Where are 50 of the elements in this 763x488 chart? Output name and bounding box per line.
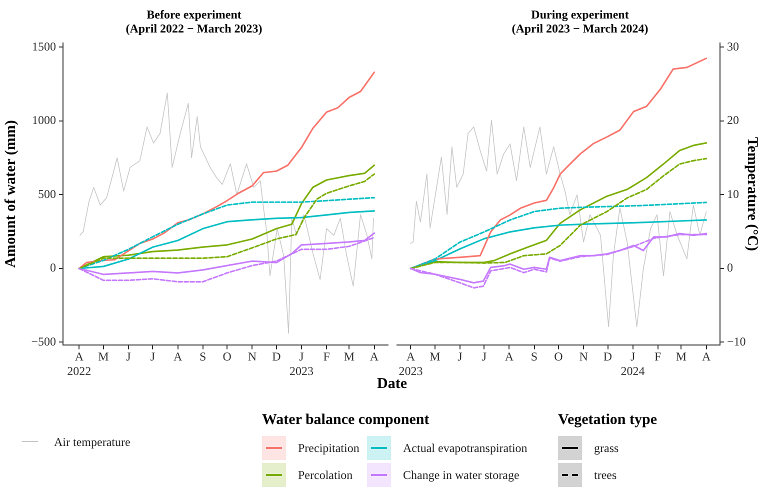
x-tick-label: J xyxy=(126,350,132,364)
y-tick-label: 0 xyxy=(50,260,56,275)
x-tick-label: A xyxy=(702,350,711,364)
x-tick-label: J 2024 xyxy=(620,350,645,378)
x-tick-label: M xyxy=(98,350,110,364)
x-tick-label: M xyxy=(344,350,355,364)
text: Vegetation type xyxy=(558,412,658,429)
x-tick-label: N xyxy=(579,350,588,364)
x-tick-label: M xyxy=(430,350,441,364)
x-tick-label: D xyxy=(603,350,612,364)
text: grass xyxy=(594,440,619,456)
legend-label: Actual evapotranspiration xyxy=(403,440,528,456)
x-tick-label: A 2022 xyxy=(67,350,92,378)
y-tick-label: 500 xyxy=(38,186,56,201)
legend-label: Percolation xyxy=(298,468,353,482)
legend-label: Air temperature xyxy=(54,434,130,450)
y2-tick-label: −10 xyxy=(727,334,746,348)
chart-title: Before experiment (April 2022 − March 2023) xyxy=(126,7,262,36)
x-tick-label: J xyxy=(458,350,463,364)
y2-tick-label: 10 xyxy=(727,186,739,201)
y2-tick-label: 30 xyxy=(727,39,739,54)
legend-title: Water balance component xyxy=(262,412,430,429)
x-axis-title: Date xyxy=(377,376,407,393)
chart-title: During experiment (April 2023 − March 2024) xyxy=(512,7,648,36)
x-tick-label: O xyxy=(222,350,232,364)
y2-axis-title: Temperature (°C) xyxy=(744,137,760,251)
x-tick-label: F xyxy=(654,350,662,364)
x-tick-label: A xyxy=(370,350,379,364)
y2-tick-label: 0 xyxy=(727,260,733,275)
x-tick-label: S xyxy=(200,350,206,364)
x-tick-label: M xyxy=(676,350,687,364)
x-tick-label: J xyxy=(482,350,487,364)
x-tick-label: S xyxy=(530,350,538,364)
x-tick-label: A 2023 xyxy=(398,350,423,378)
x-tick-label: A xyxy=(173,350,182,364)
x-tick-label: F xyxy=(323,350,330,364)
y-tick-label: 1000 xyxy=(32,113,56,128)
legend-label: Precipitation xyxy=(298,440,360,456)
x-tick-label: D xyxy=(272,350,282,364)
legend-label: Change in water storage xyxy=(403,468,520,482)
x-tick-label: O xyxy=(554,350,564,364)
y2-tick-label: 20 xyxy=(727,113,739,128)
text: trees xyxy=(594,468,617,482)
x-tick-label: J 2023 xyxy=(289,350,314,378)
y-tick-label: −500 xyxy=(31,334,56,348)
y-tick-label: 1500 xyxy=(32,39,56,54)
x-tick-label: N xyxy=(248,350,257,364)
y-axis-title: Amount of water (mm) xyxy=(2,120,19,268)
x-tick-label: J xyxy=(150,350,156,364)
x-tick-label: A xyxy=(504,350,514,364)
